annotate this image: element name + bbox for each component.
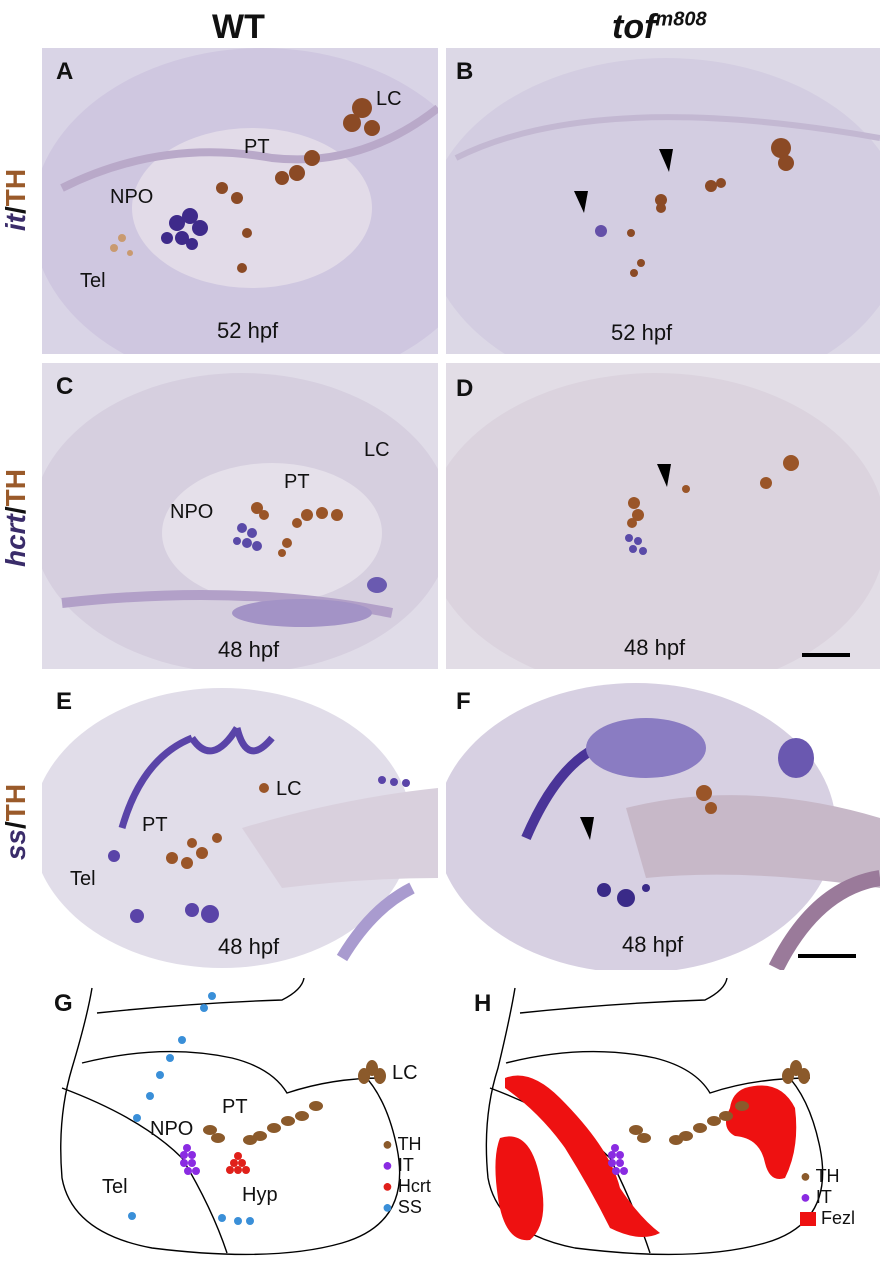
legend-item: ● TH <box>382 1134 422 1154</box>
row-label-ss: ss/TH <box>0 783 31 861</box>
panel-h-label: H <box>474 990 492 1017</box>
panel-a: A LC PT NPO Tel 52 hpf <box>42 48 438 354</box>
legend-item: ● SS <box>382 1197 422 1217</box>
panel-c-label: C <box>56 373 74 400</box>
stage-label: 52 hpf <box>611 320 673 345</box>
panel-c: C LC NPO PT 48 hpf <box>42 363 438 669</box>
legend-h: ● TH ● IT Fezl <box>800 1166 855 1229</box>
region-npo: NPO <box>150 1118 194 1140</box>
panel-h: H ● TH ● IT Fezl <box>470 978 880 1278</box>
region-lc: LC <box>276 778 302 800</box>
region-tel: Tel <box>80 270 106 292</box>
region-pt: PT <box>244 136 270 158</box>
legend-item: ● IT <box>800 1187 832 1207</box>
scale-bar <box>802 653 850 657</box>
column-header-mutant: tofm808 <box>612 8 707 47</box>
stage-label: 48 hpf <box>624 635 686 660</box>
panel-d: D 48 hpf <box>446 363 880 669</box>
region-tel: Tel <box>70 868 96 890</box>
panel-f: F 48 hpf <box>446 678 880 970</box>
scale-bar <box>798 954 856 958</box>
column-header-wt: WT <box>212 8 265 46</box>
region-pt: PT <box>284 471 310 493</box>
region-lc: LC <box>364 439 390 461</box>
region-pt: PT <box>222 1096 248 1118</box>
row-label-it: it/TH <box>0 168 31 232</box>
region-pt: PT <box>142 814 168 836</box>
panel-f-label: F <box>456 688 471 715</box>
legend-g: ● TH ● IT ● Hcrt ● SS <box>382 1134 431 1218</box>
panel-d-label: D <box>456 375 474 402</box>
region-lc: LC <box>392 1062 418 1084</box>
panel-b-label: B <box>456 58 474 85</box>
stage-label: 52 hpf <box>217 318 279 343</box>
stage-label: 48 hpf <box>218 637 280 662</box>
region-hyp: Hyp <box>242 1184 278 1206</box>
row-label-hcrt: hcrt/TH <box>0 469 31 568</box>
stage-label: 48 hpf <box>218 934 280 959</box>
panel-e-label: E <box>56 688 73 715</box>
stage-label: 48 hpf <box>622 932 684 957</box>
mutant-allele: m808 <box>655 8 707 31</box>
panel-a-label: A <box>56 58 74 85</box>
legend-item: ● IT <box>382 1155 414 1175</box>
legend-item: ● TH <box>800 1166 840 1186</box>
panel-e: E LC PT Tel 48 hpf <box>42 678 438 970</box>
region-npo: NPO <box>110 186 154 208</box>
legend-item: Fezl <box>800 1208 855 1229</box>
region-lc: LC <box>376 88 402 110</box>
region-tel: Tel <box>102 1176 128 1198</box>
legend-item: ● Hcrt <box>382 1176 431 1196</box>
mutant-name: tof <box>612 8 656 46</box>
panel-g-label: G <box>54 990 73 1017</box>
panel-b: B 52 hpf <box>446 48 880 354</box>
region-npo: NPO <box>170 501 214 523</box>
panel-g: G LC NPO PT Tel Hyp ● TH ● IT ● Hcrt ● S… <box>42 978 462 1278</box>
